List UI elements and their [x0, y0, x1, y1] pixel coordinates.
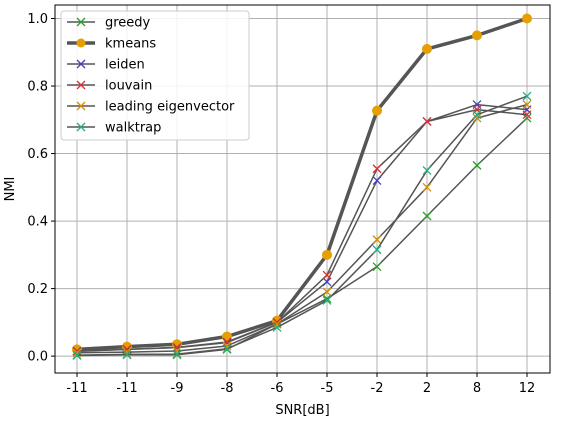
y-tick-label: 0.8 — [27, 80, 48, 95]
data-point — [472, 110, 482, 120]
plot-frame — [54, 4, 551, 374]
legend-marker — [76, 101, 86, 111]
data-point — [122, 349, 132, 359]
y-tick-label: 0.6 — [27, 147, 48, 162]
legend-label: leading eigenvector — [105, 100, 235, 115]
data-point — [522, 91, 532, 101]
data-point — [322, 295, 332, 305]
series-line — [76, 108, 528, 353]
y-tick-label: 1.0 — [27, 12, 48, 27]
data-point — [422, 43, 432, 54]
legend-marker — [76, 80, 86, 90]
data-point — [72, 346, 82, 356]
x-tick-label: 8 — [473, 381, 481, 396]
data-point — [372, 164, 382, 174]
legend-item: leading eigenvector — [67, 100, 235, 115]
data-point — [322, 287, 332, 297]
series-line — [76, 16, 528, 352]
data-point — [422, 165, 432, 175]
x-tick-label: -5 — [321, 381, 334, 396]
data-point — [522, 100, 532, 110]
series-leading-eigenvector — [72, 100, 532, 358]
grid-layer — [55, 5, 550, 373]
data-point — [522, 13, 532, 24]
data-point — [372, 176, 382, 186]
data-point — [472, 113, 482, 123]
tick-layer: -11 -11 -9 -8 -6 -5 -2 2 8 12 0.0 0.2 0.4 0.6 0.8 1.0 — [27, 12, 535, 396]
x-axis-label: SNR[dB] — [275, 403, 329, 418]
series-greedy — [72, 113, 532, 360]
data-point — [322, 277, 332, 287]
legend-item: louvain — [67, 79, 152, 94]
x-tick-label: -9 — [171, 381, 184, 396]
legend-item: walktrap — [67, 121, 161, 136]
series-walktrap — [72, 91, 532, 360]
data-point — [372, 105, 382, 116]
y-axis-label: NMI — [3, 177, 18, 202]
y-tick-label: 0.2 — [27, 282, 48, 297]
series-layer — [72, 13, 532, 360]
legend: greedy kmeans leiden louvain leading eigenve… — [60, 10, 250, 141]
data-point — [522, 113, 532, 123]
data-point — [222, 337, 232, 347]
x-tick-label: -6 — [271, 381, 284, 396]
data-point — [372, 235, 382, 245]
legend-marker — [76, 122, 86, 132]
series-louvain — [72, 105, 532, 356]
y-tick-label: 0.0 — [27, 350, 48, 365]
series-kmeans — [72, 13, 532, 355]
x-tick-label: 12 — [519, 381, 536, 396]
y-tick-label: 0.4 — [27, 215, 48, 230]
data-point — [322, 249, 332, 260]
legend-marker — [76, 59, 86, 69]
x-tick-label: 2 — [423, 381, 431, 396]
series-line — [76, 103, 528, 354]
legend-label: greedy — [105, 16, 151, 31]
data-point — [522, 110, 532, 120]
x-tick-label: -11 — [66, 381, 87, 396]
data-point — [322, 270, 332, 280]
legend-box — [60, 10, 250, 141]
legend-label: louvain — [105, 79, 152, 94]
data-point — [422, 182, 432, 192]
data-point — [422, 211, 432, 221]
data-point — [172, 342, 182, 352]
data-point — [422, 117, 432, 126]
data-point — [372, 245, 382, 255]
legend-item: leiden — [67, 58, 145, 73]
legend-marker — [76, 38, 86, 48]
data-point — [472, 30, 482, 41]
x-tick-label: -11 — [116, 381, 137, 396]
data-point — [372, 262, 382, 272]
data-point — [72, 348, 82, 358]
data-point — [272, 319, 282, 329]
legend-marker — [76, 17, 86, 27]
legend-label: leiden — [105, 58, 145, 73]
x-tick-label: -8 — [221, 381, 234, 396]
data-point — [172, 349, 182, 359]
x-tick-label: -2 — [371, 381, 384, 396]
data-point — [72, 350, 82, 360]
data-point — [222, 344, 232, 354]
data-point — [472, 160, 482, 170]
series-line — [76, 95, 528, 356]
legend-label: walktrap — [105, 121, 161, 136]
legend-item: kmeans — [67, 37, 156, 52]
legend-label: kmeans — [105, 37, 156, 52]
legend-item: greedy — [67, 16, 151, 31]
data-point — [272, 322, 282, 332]
